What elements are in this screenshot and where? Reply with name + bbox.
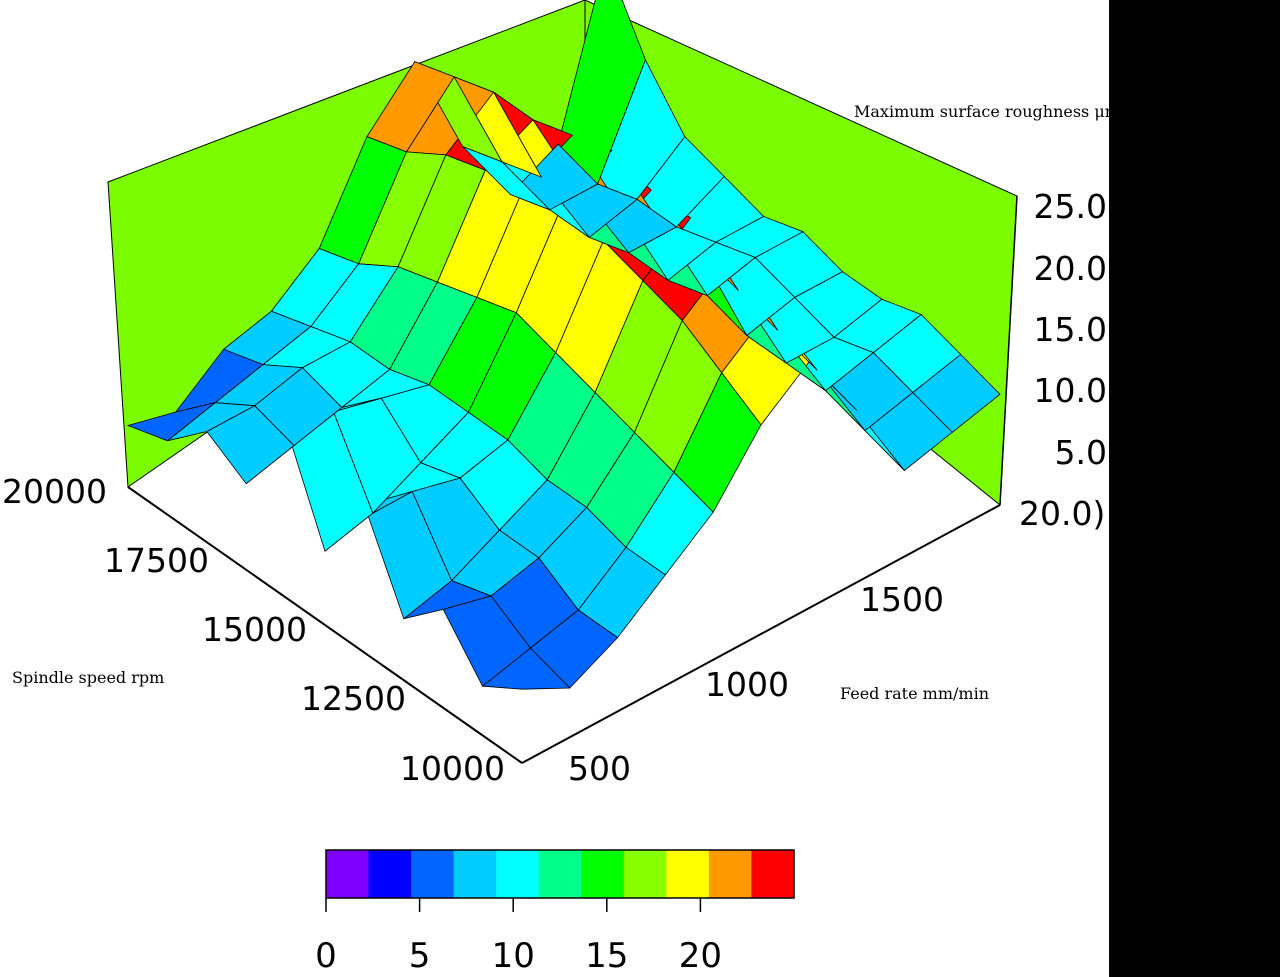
colorbar-swatch [666,850,710,898]
colorbar-swatch [453,850,497,898]
colorbar-tick-label: 20 [679,936,722,976]
y-axis-title: Spindle speed rpm [12,668,164,687]
colorbar-swatch [326,850,370,898]
colorbar-tick-label: 0 [315,936,337,976]
colorbar-swatch [623,850,667,898]
roughness-tick-label: 25.0 [1034,187,1107,226]
roughness-tick-label: 15.0 [1034,310,1107,349]
colorbar-tick-label: 15 [585,936,628,976]
colorbar-swatch [496,850,540,898]
colorbar-swatch [368,850,412,898]
surface-patch [126,402,216,442]
colorbar-swatch [411,850,455,898]
colorbar-swatch [538,850,582,898]
roughness-tick-label: 5.0 [1055,433,1107,472]
speed-tick-label: 10000 [400,749,505,788]
speed-tick-label: 20000 [2,472,107,511]
x-axis-title: Feed rate mm/min [840,684,989,703]
feed-tick-label: 500 [568,749,631,788]
black-border-band [1109,0,1280,977]
feed-tick-label: 1000 [705,665,789,704]
roughness-tick-label: 20.0 [1034,249,1107,288]
z-axis-title: Maximum surface roughness μm [854,102,1120,121]
roughness-surface [126,0,1001,690]
speed-axis-line [127,486,523,764]
roughness-tick-label: 10.0 [1034,371,1107,410]
feed-axis-line [521,504,1001,764]
colorbar-swatch [751,850,795,898]
tick-labels: 500 1000 1500 20.0) 10000 12500 15000 17500 2000… [2,187,1107,788]
speed-tick-label: 17500 [104,541,209,580]
feed-tick-label: 20.0) [1019,494,1105,533]
colorbar-swatch [708,850,752,898]
speed-tick-label: 15000 [202,610,307,649]
colorbar-frame [325,849,795,899]
colorbar-swatch [581,850,625,898]
roughness-axis-line [999,195,1018,506]
speed-tick-label: 12500 [301,679,406,718]
axes [127,195,1018,764]
colorbar-tick-label: 10 [492,936,535,976]
colorbar-tick-label: 5 [409,936,431,976]
colorbar: 0 5 10 15 20 [315,849,795,976]
feed-tick-label: 1500 [860,580,944,619]
